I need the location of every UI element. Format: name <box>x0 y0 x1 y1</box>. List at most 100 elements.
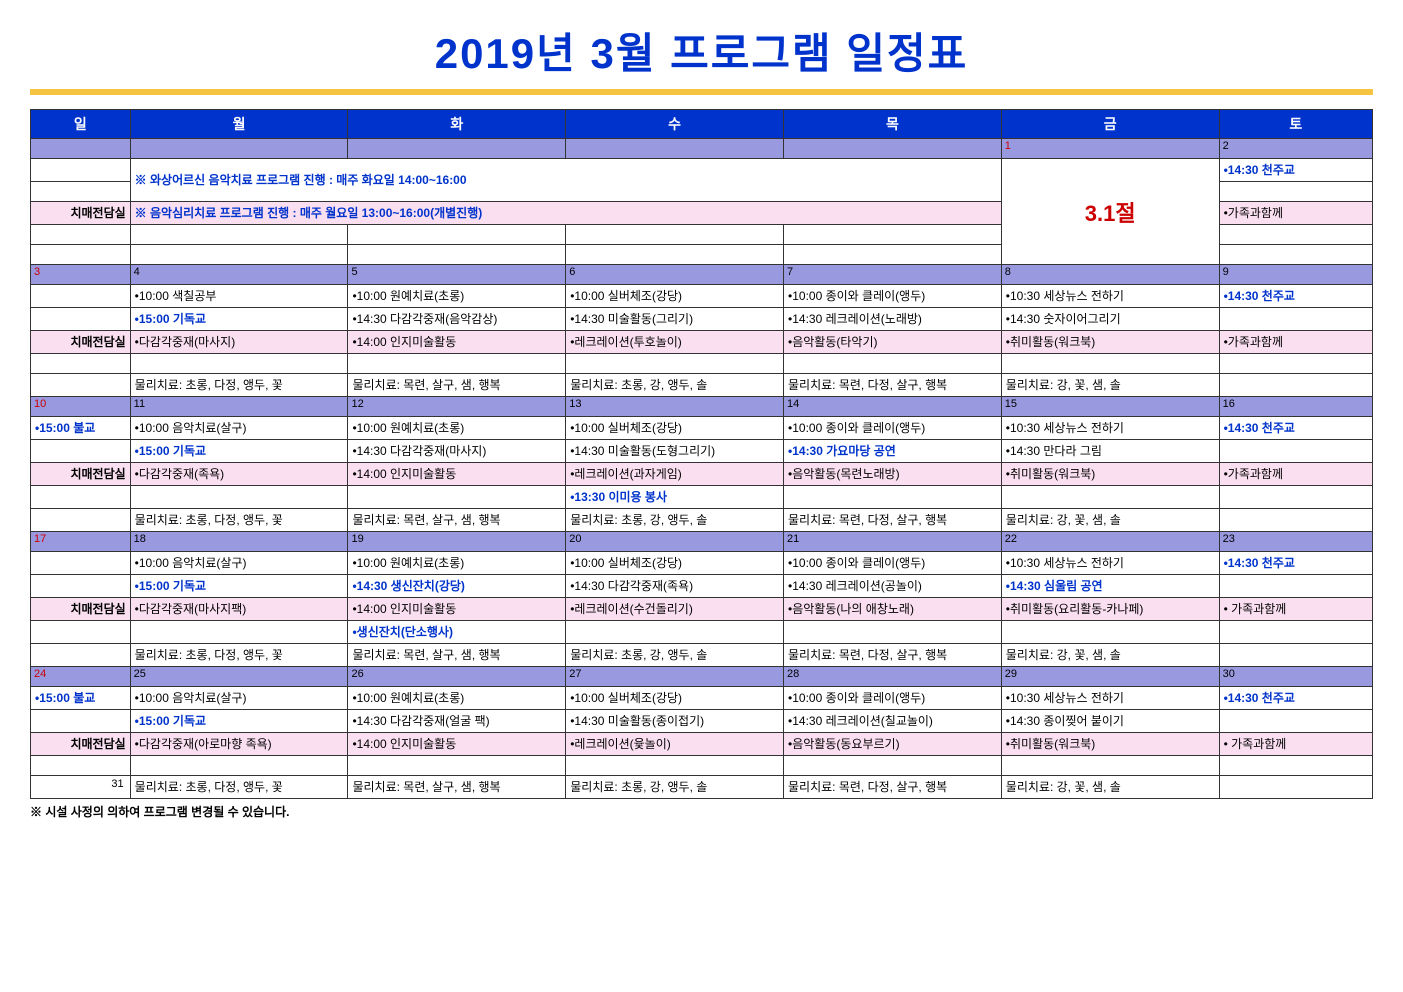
date-19: 19 <box>348 532 566 552</box>
w3-pt: 물리치료: 초롱, 다정, 앵두, 꽃 물리치료: 목련, 살구, 샘, 행복 … <box>31 509 1373 532</box>
w3-thu-1: •10:00 종이와 클레이(앵두) <box>784 417 1002 440</box>
w5-wed-2: •14:30 미술활동(종이접기) <box>566 710 784 733</box>
w3-wed-ex: •13:30 이미용 봉사 <box>566 486 784 509</box>
w3-r1: •15:00 불교 •10:00 음악치료(살구) •10:00 원예치료(초롱… <box>31 417 1373 440</box>
w2-mon-pt: 물리치료: 초롱, 다정, 앵두, 꽃 <box>130 374 348 397</box>
w1-sat-2: •가족과함께 <box>1219 202 1372 225</box>
w4-thu-p: •음악활동(나의 애창노래) <box>784 598 1002 621</box>
w5-r1: •15:00 불교 •10:00 음악치료(살구) •10:00 원예치료(초롱… <box>31 687 1373 710</box>
w4-thu-pt: 물리치료: 목련, 다정, 살구, 행복 <box>784 644 1002 667</box>
w4-mon-p: •다감각중재(마사지팩) <box>130 598 348 621</box>
w5-tue-2: •14:30 다감각중재(얼굴 팩) <box>348 710 566 733</box>
w3-mon-p: •다감각중재(족욕) <box>130 463 348 486</box>
w4-tue-pt: 물리치료: 목련, 살구, 샘, 행복 <box>348 644 566 667</box>
w4-fri-2: •14:30 심울림 공연 <box>1001 575 1219 598</box>
date-23: 23 <box>1219 532 1372 552</box>
w4-thu-2: •14:30 레크레이션(공놀이) <box>784 575 1002 598</box>
w5-tue-1: •10:00 원예치료(초롱) <box>348 687 566 710</box>
w4-mon-1: •10:00 음악치료(살구) <box>130 552 348 575</box>
w5-mon-1: •10:00 음악치료(살구) <box>130 687 348 710</box>
w1-dates: 1 2 <box>31 139 1373 159</box>
notice-2: ※ 음악심리치료 프로그램 진행 : 매주 월요일 13:00~16:00(개별… <box>130 202 1001 225</box>
dementia-label: 치매전담실 <box>31 202 131 225</box>
w2-tue-2: •14:30 다감각중재(음악감상) <box>348 308 566 331</box>
day-header-fri: 금 <box>1001 110 1219 139</box>
w3-pink: 치매전담실 •다감각중재(족욕) •14:00 인지미술활동 •레크레이션(과자… <box>31 463 1373 486</box>
date-28: 28 <box>784 667 1002 687</box>
w5-thu-p: •음악활동(동요부르기) <box>784 733 1002 756</box>
w2-wed-2: •14:30 미술활동(그리기) <box>566 308 784 331</box>
w3-fri-pt: 물리치료: 강, 꽃, 샘, 솔 <box>1001 509 1219 532</box>
w3-fri-1: •10:30 세상뉴스 전하기 <box>1001 417 1219 440</box>
date-25: 25 <box>130 667 348 687</box>
date-21: 21 <box>784 532 1002 552</box>
w2-thu-1: •10:00 종이와 클레이(앵두) <box>784 285 1002 308</box>
w3-tue-pt: 물리치료: 목련, 살구, 샘, 행복 <box>348 509 566 532</box>
w3-r2: •15:00 기독교 •14:30 다감각중재(마사지) •14:30 미술활동… <box>31 440 1373 463</box>
w2-mon-p: •다감각중재(마사지) <box>130 331 348 354</box>
w5-sat-p: • 가족과함께 <box>1219 733 1372 756</box>
w4-tue-p: •14:00 인지미술활동 <box>348 598 566 621</box>
w3-wed-p: •레크레이션(과자게임) <box>566 463 784 486</box>
date-13: 13 <box>566 397 784 417</box>
w5-sat-1: •14:30 천주교 <box>1219 687 1372 710</box>
w5-thu-1: •10:00 종이와 클레이(앵두) <box>784 687 1002 710</box>
w5-thu-2: •14:30 레크레이션(칠교놀이) <box>784 710 1002 733</box>
w4-wed-p: •레크레이션(수건돌리기) <box>566 598 784 621</box>
w4-pt: 물리치료: 초롱, 다정, 앵두, 꽃 물리치료: 목련, 살구, 샘, 행복 … <box>31 644 1373 667</box>
date-22: 22 <box>1001 532 1219 552</box>
w2-r4 <box>31 354 1373 374</box>
date-14: 14 <box>784 397 1002 417</box>
day-header-sun: 일 <box>31 110 131 139</box>
page-title: 2019년 3월 프로그램 일정표 <box>30 20 1373 81</box>
w2-wed-p: •레크레이션(투호놀이) <box>566 331 784 354</box>
w3-sat-1: •14:30 천주교 <box>1219 417 1372 440</box>
w4-fri-pt: 물리치료: 강, 꽃, 샘, 솔 <box>1001 644 1219 667</box>
w4-tue-1: •10:00 원예치료(초롱) <box>348 552 566 575</box>
w2-pt: 물리치료: 초롱, 다정, 앵두, 꽃 물리치료: 목련, 살구, 샘, 행복 … <box>31 374 1373 397</box>
w4-pink: 치매전담실 •다감각중재(마사지팩) •14:00 인지미술활동 •레크레이션(… <box>31 598 1373 621</box>
date-29: 29 <box>1001 667 1219 687</box>
w2-wed-1: •10:00 실버체조(강당) <box>566 285 784 308</box>
w3-sun-1: •15:00 불교 <box>31 417 131 440</box>
w5-wed-1: •10:00 실버체조(강당) <box>566 687 784 710</box>
w2-fri-pt: 물리치료: 강, 꽃, 샘, 솔 <box>1001 374 1219 397</box>
date-15: 15 <box>1001 397 1219 417</box>
date-3: 3 <box>31 265 131 285</box>
w2-wed-pt: 물리치료: 초롱, 강, 앵두, 솔 <box>566 374 784 397</box>
w4-r1: •10:00 음악치료(살구) •10:00 원예치료(초롱) •10:00 실… <box>31 552 1373 575</box>
w2-fri-1: •10:30 세상뉴스 전하기 <box>1001 285 1219 308</box>
w5-mon-p: •다감각중재(아로마향 족욕) <box>130 733 348 756</box>
w2-r2: •15:00 기독교 •14:30 다감각중재(음악감상) •14:30 미술활… <box>31 308 1373 331</box>
title-underline <box>30 89 1373 95</box>
w3-tue-p: •14:00 인지미술활동 <box>348 463 566 486</box>
w4-wed-2: •14:30 다감각중재(족욕) <box>566 575 784 598</box>
date-2: 2 <box>1219 139 1372 159</box>
date-24: 24 <box>31 667 131 687</box>
w3-fri-p: •취미활동(워크북) <box>1001 463 1219 486</box>
date-7: 7 <box>784 265 1002 285</box>
w5-mon-2: •15:00 기독교 <box>130 710 348 733</box>
w2-tue-1: •10:00 원예치료(초롱) <box>348 285 566 308</box>
w3-wed-2: •14:30 미술활동(도형그리기) <box>566 440 784 463</box>
date-8: 8 <box>1001 265 1219 285</box>
date-10: 10 <box>31 397 131 417</box>
dementia-label: 치매전담실 <box>31 598 131 621</box>
date-30: 30 <box>1219 667 1372 687</box>
w2-mon-1: •10:00 색칠공부 <box>130 285 348 308</box>
w5-r4 <box>31 756 1373 776</box>
w4-tue-ex: •생신잔치(단소행사) <box>348 621 566 644</box>
day-header-tue: 화 <box>348 110 566 139</box>
w2-dates: 3 4 5 6 7 8 9 <box>31 265 1373 285</box>
date-17: 17 <box>31 532 131 552</box>
w3-r4: •13:30 이미용 봉사 <box>31 486 1373 509</box>
date-26: 26 <box>348 667 566 687</box>
w5-thu-pt: 물리치료: 목련, 다정, 살구, 행복 <box>784 776 1002 799</box>
date-12: 12 <box>348 397 566 417</box>
w4-mon-2: •15:00 기독교 <box>130 575 348 598</box>
w4-fri-p: •취미활동(요리활동-카나페) <box>1001 598 1219 621</box>
w5-fri-1: •10:30 세상뉴스 전하기 <box>1001 687 1219 710</box>
w4-mon-pt: 물리치료: 초롱, 다정, 앵두, 꽃 <box>130 644 348 667</box>
w4-r4: •생신잔치(단소행사) <box>31 621 1373 644</box>
w5-fri-2: •14:30 종이찢어 붙이기 <box>1001 710 1219 733</box>
